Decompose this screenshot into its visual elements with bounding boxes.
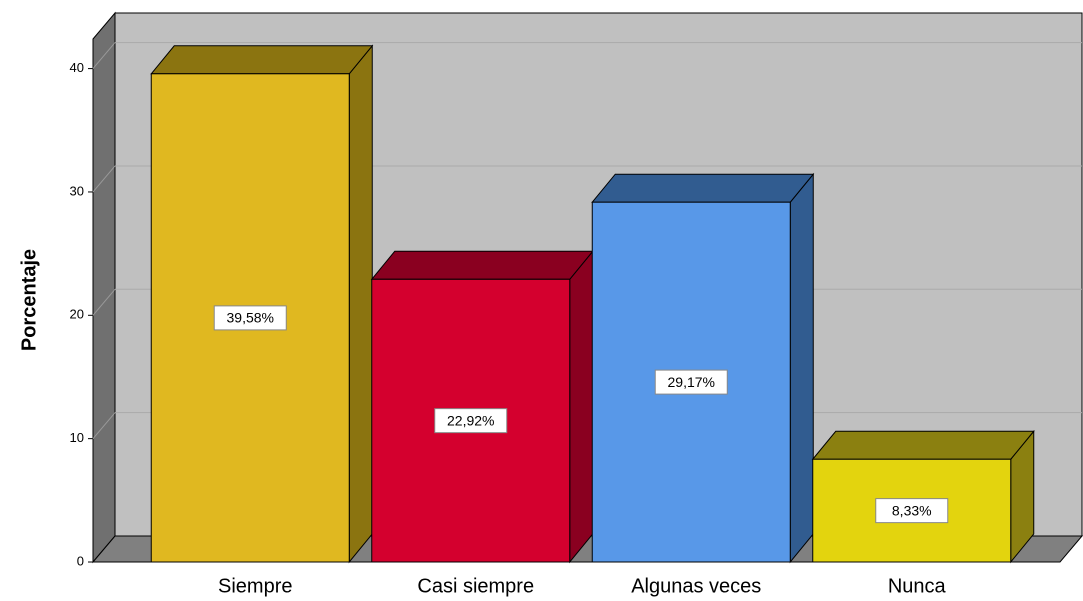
grid-line: [92, 165, 116, 193]
value-label: 8,33%: [892, 502, 932, 518]
x-tick-label: Algunas veces: [631, 575, 761, 597]
bar-side: [348, 44, 373, 564]
bar-top: [591, 173, 815, 203]
x-tick-label: Casi siempre: [417, 575, 534, 597]
x-tick-label: Siempre: [218, 575, 292, 597]
bar: [150, 44, 374, 564]
value-label-box: [213, 305, 287, 331]
bar: [591, 172, 815, 564]
y-tick-label: 20: [70, 307, 84, 322]
value-label: 29,17%: [668, 374, 715, 390]
bar: [811, 429, 1035, 564]
grid-line: [92, 412, 116, 439]
bar-top: [370, 250, 594, 280]
y-axis-label: Porcentaje: [18, 249, 40, 351]
grid-line: [92, 288, 116, 316]
x-tick-label: Nunca: [888, 575, 947, 597]
value-label: 22,92%: [447, 412, 494, 428]
value-label-box: [654, 369, 728, 395]
y-tick-label: 10: [70, 430, 84, 445]
value-label-box: [875, 498, 949, 524]
y-tick-label: 30: [70, 183, 84, 198]
value-label: 39,58%: [227, 310, 274, 326]
bar: [370, 249, 594, 564]
bar-side: [789, 172, 814, 564]
bar-side: [569, 249, 594, 564]
bar-top: [150, 45, 374, 75]
y-tick-label: 0: [77, 553, 84, 568]
left-wall: [92, 11, 116, 564]
bar-top: [811, 430, 1035, 460]
grid-line: [92, 42, 116, 69]
y-tick-label: 40: [70, 60, 84, 75]
value-label-box: [434, 408, 508, 434]
